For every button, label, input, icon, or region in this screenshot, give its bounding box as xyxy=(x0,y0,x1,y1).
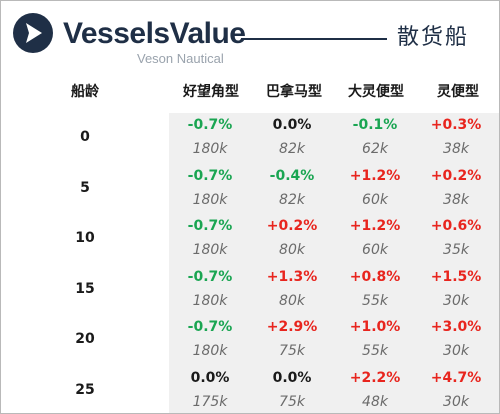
vesselsvalue-logo-icon xyxy=(13,13,53,53)
change-panamax: +2.9% xyxy=(266,319,318,335)
change-panamax: 0.0% xyxy=(272,117,312,133)
value-handysize: 38k xyxy=(443,141,469,157)
value-panamax: 82k xyxy=(279,191,305,208)
change-capesize: -0.7% xyxy=(187,218,233,234)
value-handysize: 30k xyxy=(443,393,469,410)
change-panamax: +0.2% xyxy=(266,218,318,234)
change-capesize: -0.7% xyxy=(187,268,233,285)
vessel-type-title: 散货船 xyxy=(397,25,470,50)
table-body-shading xyxy=(169,113,499,413)
brand-name: VesselsValue xyxy=(63,17,246,50)
value-supramax: 60k xyxy=(362,191,388,208)
value-handysize: 30k xyxy=(443,343,469,359)
value-panamax: 82k xyxy=(279,141,305,157)
change-panamax: -0.4% xyxy=(269,167,315,184)
change-panamax: 0.0% xyxy=(272,369,312,386)
value-panamax: 75k xyxy=(279,393,305,410)
value-capesize: 180k xyxy=(192,141,228,157)
age-label: 20 xyxy=(75,331,95,347)
value-capesize: 180k xyxy=(192,343,228,359)
age-label: 10 xyxy=(75,230,95,246)
change-supramax: +1.2% xyxy=(349,218,401,234)
value-capesize: 180k xyxy=(192,191,228,208)
value-supramax: 48k xyxy=(362,393,388,410)
change-supramax: +2.2% xyxy=(349,369,401,386)
value-handysize: 30k xyxy=(443,292,469,309)
change-handysize: +0.3% xyxy=(430,117,482,133)
age-label: 0 xyxy=(80,129,90,145)
value-capesize: 180k xyxy=(192,292,228,309)
change-supramax: +1.0% xyxy=(349,319,401,335)
change-capesize: 0.0% xyxy=(190,369,230,386)
value-supramax: 55k xyxy=(362,343,388,359)
change-handysize: +3.0% xyxy=(430,319,482,335)
change-supramax: +0.8% xyxy=(349,268,401,285)
column-header-capesize: 好望角型 xyxy=(183,84,239,100)
table-header: 船龄 好望角型 巴拿马型 大灵便型 灵便型 xyxy=(1,81,499,107)
change-handysize: +0.2% xyxy=(430,167,482,184)
value-supramax: 55k xyxy=(362,292,388,309)
change-capesize: -0.7% xyxy=(187,117,233,133)
column-header-panamax: 巴拿马型 xyxy=(266,84,322,100)
change-panamax: +1.3% xyxy=(266,268,318,285)
value-capesize: 180k xyxy=(192,242,228,258)
change-handysize: +0.6% xyxy=(430,218,482,234)
value-panamax: 80k xyxy=(279,242,305,258)
column-header-supramax: 大灵便型 xyxy=(348,84,404,100)
value-supramax: 62k xyxy=(362,141,388,157)
header-divider xyxy=(241,38,387,40)
age-label: 5 xyxy=(80,179,90,196)
change-handysize: +4.7% xyxy=(430,369,482,386)
change-capesize: -0.7% xyxy=(187,167,233,184)
value-handysize: 38k xyxy=(443,191,469,208)
age-label: 15 xyxy=(75,280,95,297)
value-capesize: 175k xyxy=(192,393,228,410)
change-capesize: -0.7% xyxy=(187,319,233,335)
brand-subtitle: Veson Nautical xyxy=(137,51,224,66)
change-supramax: +1.2% xyxy=(349,167,401,184)
value-panamax: 75k xyxy=(279,343,305,359)
value-handysize: 35k xyxy=(443,242,469,258)
change-supramax: -0.1% xyxy=(352,117,398,133)
change-handysize: +1.5% xyxy=(430,268,482,285)
age-column-header: 船龄 xyxy=(71,84,99,100)
value-supramax: 60k xyxy=(362,242,388,258)
column-header-handysize: 灵便型 xyxy=(437,84,479,100)
age-label: 25 xyxy=(75,381,95,398)
value-panamax: 80k xyxy=(279,292,305,309)
